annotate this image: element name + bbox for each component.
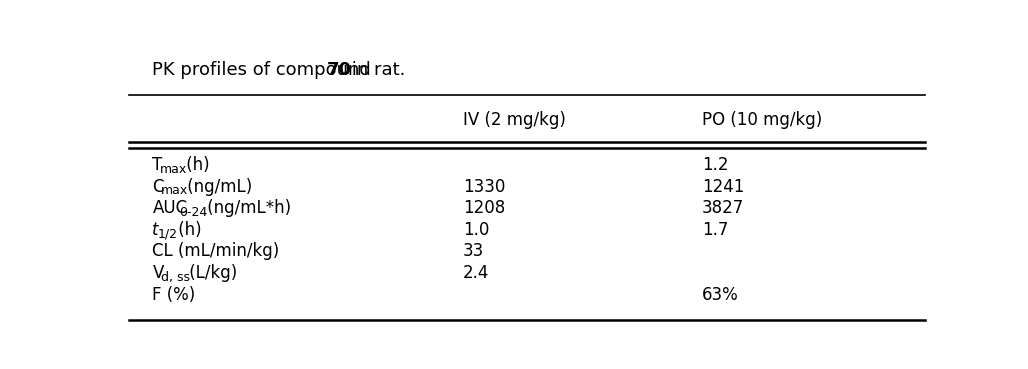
Text: 63%: 63% (702, 286, 739, 304)
Text: 1330: 1330 (463, 177, 506, 196)
Text: 1.7: 1.7 (702, 221, 729, 239)
Text: 1208: 1208 (463, 199, 506, 217)
Text: 1/2: 1/2 (157, 228, 178, 241)
Text: PO (10 mg/kg): PO (10 mg/kg) (702, 111, 822, 128)
Text: 1.2: 1.2 (702, 156, 729, 174)
Text: PK profiles of compound: PK profiles of compound (152, 61, 377, 79)
Text: AUC: AUC (152, 199, 187, 217)
Text: (L/kg): (L/kg) (184, 264, 236, 282)
Text: C: C (152, 177, 163, 196)
Text: (ng/mL*h): (ng/mL*h) (201, 199, 291, 217)
Text: (ng/mL): (ng/mL) (182, 177, 253, 196)
Text: max: max (161, 184, 188, 197)
Text: 1.0: 1.0 (463, 221, 489, 239)
Text: t: t (152, 221, 159, 239)
Text: V: V (152, 264, 163, 282)
Text: max: max (160, 163, 187, 176)
Text: 2.4: 2.4 (463, 264, 489, 282)
Text: F (%): F (%) (152, 286, 195, 304)
Text: T: T (152, 156, 162, 174)
Text: CL (mL/min/kg): CL (mL/min/kg) (152, 242, 280, 261)
Text: d, ss: d, ss (161, 271, 190, 284)
Text: 0-24: 0-24 (180, 206, 208, 219)
Text: 70: 70 (326, 61, 352, 79)
Text: (h): (h) (182, 156, 210, 174)
Text: in rat.: in rat. (345, 61, 405, 79)
Text: IV (2 mg/kg): IV (2 mg/kg) (463, 111, 566, 128)
Text: 3827: 3827 (702, 199, 744, 217)
Text: (h): (h) (173, 221, 201, 239)
Text: 33: 33 (463, 242, 484, 261)
Text: 1241: 1241 (702, 177, 744, 196)
